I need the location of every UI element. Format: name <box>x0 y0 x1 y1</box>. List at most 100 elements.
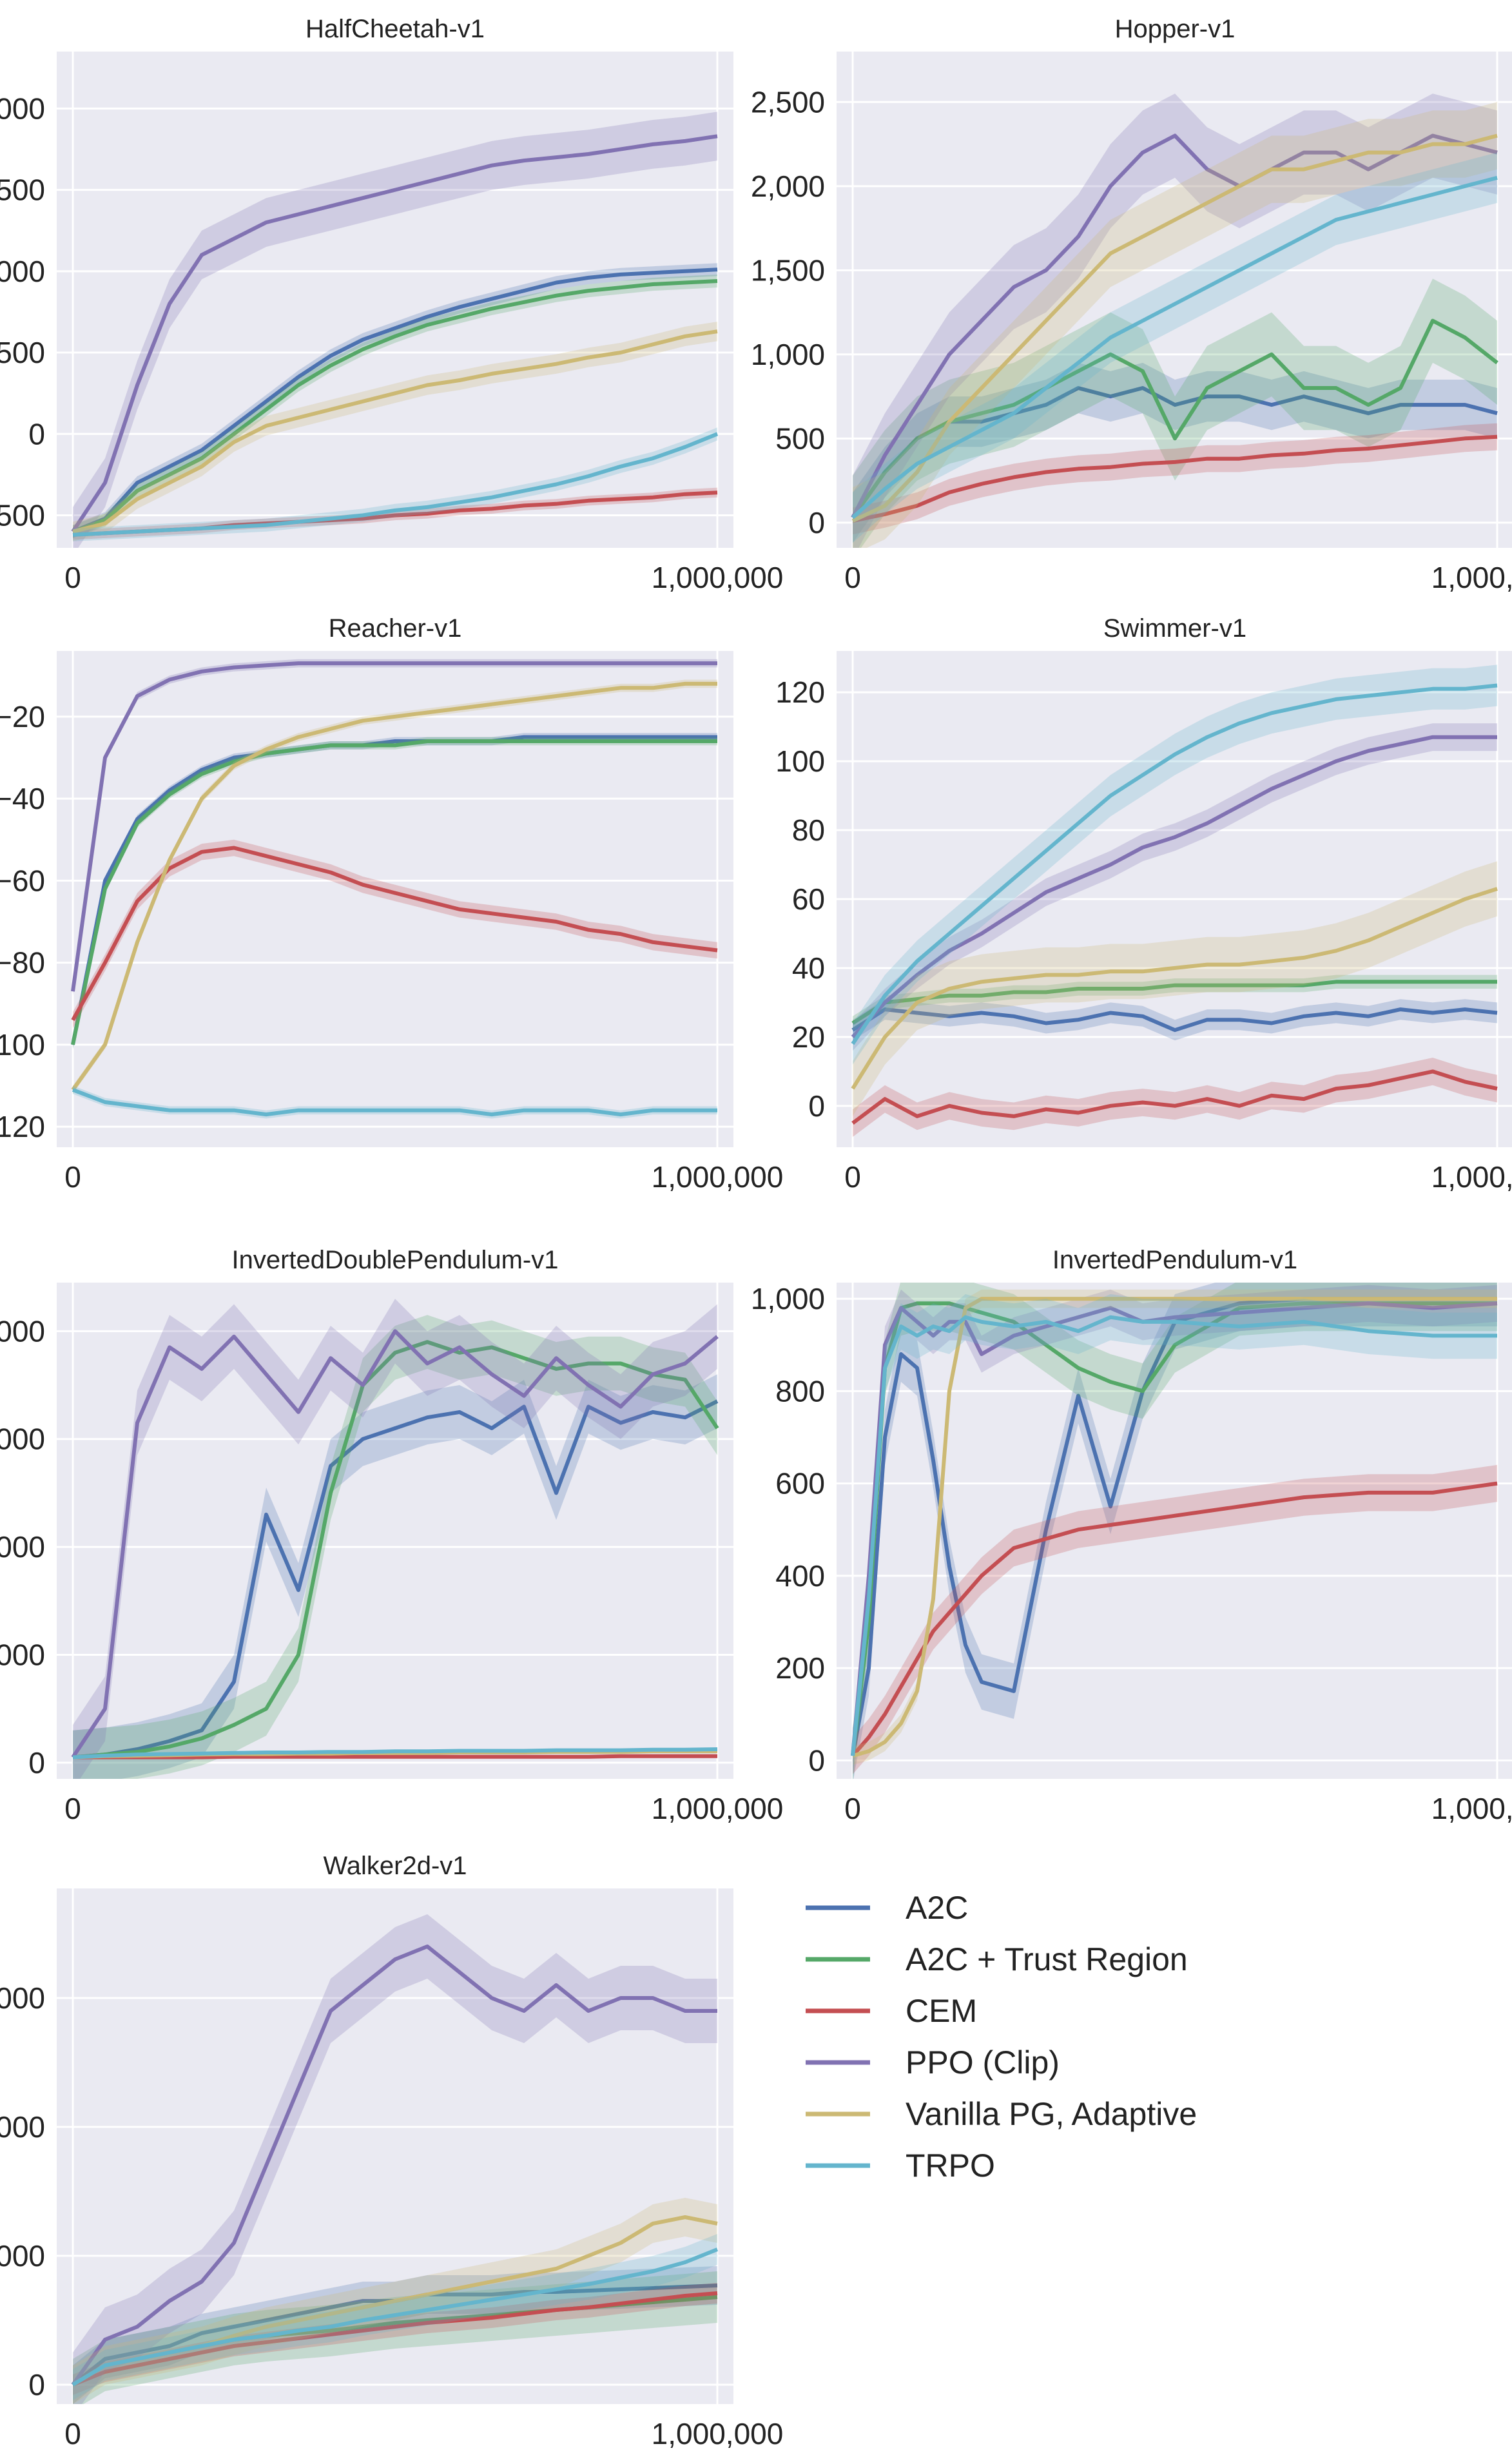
series-line-cem <box>72 2291 718 2387</box>
y-tick-label: 8,000 <box>0 1314 45 1348</box>
y-tick-label: 6,000 <box>0 1422 45 1456</box>
y-tick-label: 0 <box>808 1089 825 1123</box>
band-ppo-clip <box>73 1914 717 2404</box>
panel-inverteddoublependulum-v1: 0 2,000 4,000 6,000 8,000 0 1,000,000 InvertedD… <box>0 1246 783 1825</box>
band-a2c-trust-region <box>853 278 1497 548</box>
series-line-vanilla-pg-adaptive <box>852 1297 1497 1758</box>
series-line-a2c <box>72 1399 719 1760</box>
panel-title: Walker2d-v1 <box>323 1852 467 1880</box>
series-line-a2c-trust-region <box>851 980 1497 1025</box>
series-line-trpo <box>851 683 1498 1045</box>
y-tick-label: 2,500 <box>751 85 825 119</box>
series-line-a2c-trust-region <box>72 279 718 534</box>
y-tick-label: 120 <box>775 675 825 709</box>
y-tick-label: −60 <box>0 864 45 897</box>
plot-background <box>57 651 733 1147</box>
y-tick-label: 400 <box>775 1559 825 1593</box>
legend: A2C A2C + Trust Region CEM PPO (Clip) Vanill… <box>806 1890 1197 2184</box>
band-a2c-trust-region <box>853 975 1497 1031</box>
band-a2c-trust-region <box>73 1315 717 1779</box>
series-line-ppo-clip <box>71 661 717 992</box>
series-line-ppo-clip <box>71 1329 719 1759</box>
series-line-a2c <box>851 1007 1498 1033</box>
y-tick-label: 20 <box>792 1020 825 1054</box>
y-tick-label: 500 <box>775 422 825 455</box>
series-line-vanilla-pg-adaptive <box>851 133 1498 523</box>
series-line-trpo <box>851 175 1498 519</box>
series-line-cem <box>71 846 718 1022</box>
band-cem <box>853 1464 1497 1774</box>
panel-invertedpendulum-v1: 0 200 400 600 800 1,000 0 1,000,000 InvertedPend… <box>751 1246 1512 1825</box>
legend-label-a2c: A2C <box>906 1890 968 1926</box>
plot-background <box>837 1283 1512 1779</box>
x-tick-label: 1,000,000 <box>1431 561 1512 594</box>
series-line-a2c-trust-region <box>851 318 1498 519</box>
x-tick-label: 1,000,000 <box>652 561 784 594</box>
plot-area <box>71 1914 719 2404</box>
panel-title: InvertedPendulum-v1 <box>1052 1246 1297 1274</box>
y-tick-label: 0 <box>808 506 825 539</box>
y-tick-label: 0 <box>28 417 45 451</box>
x-tick-label: 1,000,000 <box>1431 1792 1512 1825</box>
panel-title: Reacher-v1 <box>329 614 462 643</box>
band-vanilla-pg-adaptive <box>853 861 1497 1116</box>
series-line-cem <box>73 1754 717 1760</box>
y-tick-label: 40 <box>792 951 825 985</box>
band-cem <box>73 839 717 1029</box>
band-trpo <box>853 152 1497 543</box>
y-tick-label: −100 <box>0 1028 45 1062</box>
y-tick-label: −500 <box>0 499 45 532</box>
series-line-a2c <box>72 267 718 534</box>
series-line-a2c-trust-region <box>72 1340 719 1760</box>
x-tick-label: 0 <box>844 1792 861 1825</box>
plot-area <box>71 112 719 548</box>
plot-area <box>851 665 1498 1137</box>
band-vanilla-pg-adaptive <box>853 102 1497 548</box>
plot-area <box>71 659 718 1119</box>
x-tick-label: 0 <box>64 561 81 594</box>
x-tick-label: 0 <box>64 2417 81 2450</box>
y-tick-label: 600 <box>775 1467 825 1500</box>
y-tick-label: −20 <box>0 700 45 733</box>
panel-title: Hopper-v1 <box>1115 15 1236 43</box>
series-line-cem <box>852 434 1498 523</box>
series-line-ppo-clip <box>851 1301 1498 1756</box>
plot-background <box>57 1888 733 2404</box>
x-tick-label: 1,000,000 <box>652 1160 784 1194</box>
x-tick-label: 0 <box>844 1160 861 1194</box>
series-line-ppo-clip <box>851 133 1498 519</box>
series-line-a2c-trust-region <box>71 739 717 1045</box>
y-tick-label: 4,000 <box>0 1530 45 1564</box>
band-a2c-trust-region <box>73 2271 717 2404</box>
y-tick-label: 800 <box>775 1374 825 1408</box>
y-tick-label: 1,000 <box>0 2239 45 2273</box>
y-tick-label: 0 <box>28 1746 45 1780</box>
legend-label-ppo-clip: PPO (Clip) <box>906 2044 1060 2081</box>
series-line-cem <box>851 1069 1498 1125</box>
legend-label-trpo: TRPO <box>906 2148 995 2184</box>
x-tick-label: 1,000,000 <box>652 1792 784 1825</box>
y-tick-label: 60 <box>792 882 825 916</box>
y-tick-label: 1,500 <box>0 173 45 207</box>
panel-halfcheetah-v1: −500 0 500 1,000 1,500 2,000 0 1,000,000 HalfChe… <box>0 15 783 594</box>
plot-area <box>851 1283 1498 1779</box>
series-line-ppo-clip <box>71 1945 717 2386</box>
x-tick-label: 1,000,000 <box>652 2417 784 2450</box>
panel-swimmer-v1: 0 20 40 60 80 100 120 0 1,000,000 Swimmer-v1 <box>775 614 1512 1194</box>
y-tick-label: 3,000 <box>0 1981 45 2015</box>
legend-label-vanilla-pg-adaptive: Vanilla PG, Adaptive <box>906 2096 1197 2132</box>
y-tick-label: 0 <box>808 1743 825 1777</box>
band-ppo-clip <box>73 659 717 996</box>
panel-title: Swimmer-v1 <box>1103 614 1246 643</box>
y-tick-label: 2,000 <box>0 2110 45 2144</box>
series-line-vanilla-pg-adaptive <box>851 887 1498 1090</box>
series-line-ppo-clip <box>71 134 718 533</box>
plot-area <box>851 93 1498 548</box>
series-line-trpo <box>72 1747 718 1760</box>
y-tick-label: 2,000 <box>0 1638 45 1672</box>
series-line-cem <box>851 1481 1498 1758</box>
y-tick-label: −120 <box>0 1110 45 1143</box>
series-line-trpo <box>72 1088 717 1117</box>
y-tick-label: 2,000 <box>0 92 45 125</box>
